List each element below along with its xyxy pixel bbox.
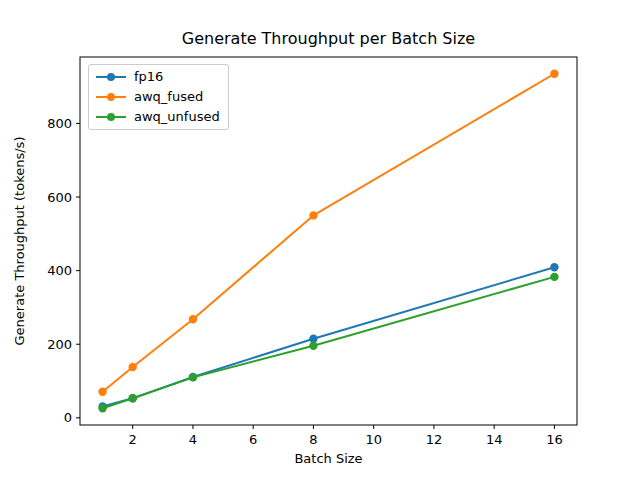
legend-marker-awq-unfused xyxy=(96,112,126,122)
data-point-awq_unfused xyxy=(550,273,558,281)
y-tick-label: 400 xyxy=(47,263,72,278)
data-point-awq_fused xyxy=(129,363,137,371)
legend-label-fp16: fp16 xyxy=(134,70,163,84)
legend-dot-sample xyxy=(107,113,115,121)
x-tick-label: 6 xyxy=(249,432,257,447)
chart-figure: Generate Throughput per Batch Size Gener… xyxy=(0,0,640,480)
data-point-awq_fused xyxy=(550,70,558,78)
legend-item-fp16: fp16 xyxy=(96,67,222,87)
x-tick-label: 10 xyxy=(365,432,382,447)
data-point-awq_fused xyxy=(98,387,106,395)
data-point-awq_fused xyxy=(189,315,197,323)
legend: fp16 awq_fused awq_unfused xyxy=(88,64,229,130)
data-point-awq_fused xyxy=(309,211,317,219)
legend-label-awq-unfused: awq_unfused xyxy=(134,110,220,124)
data-point-awq_unfused xyxy=(189,373,197,381)
x-tick-label: 4 xyxy=(189,432,197,447)
y-tick-label: 0 xyxy=(64,410,72,425)
data-point-awq_unfused xyxy=(129,394,137,402)
data-point-awq_unfused xyxy=(309,341,317,349)
y-tick-label: 600 xyxy=(47,190,72,205)
x-tick-label: 12 xyxy=(426,432,443,447)
x-tick-label: 14 xyxy=(486,432,503,447)
x-tick-label: 16 xyxy=(546,432,563,447)
y-tick-label: 200 xyxy=(47,337,72,352)
x-tick-label: 8 xyxy=(309,432,317,447)
series-line-awq_unfused xyxy=(103,277,555,408)
legend-item-awq-fused: awq_fused xyxy=(96,87,222,107)
legend-dot-sample xyxy=(107,73,115,81)
legend-marker-fp16 xyxy=(96,72,126,82)
legend-dot-sample xyxy=(107,93,115,101)
legend-marker-awq-fused xyxy=(96,92,126,102)
y-tick-label: 800 xyxy=(47,116,72,131)
legend-label-awq-fused: awq_fused xyxy=(134,90,203,104)
legend-item-awq-unfused: awq_unfused xyxy=(96,107,222,127)
x-tick-label: 2 xyxy=(129,432,137,447)
data-point-awq_unfused xyxy=(98,404,106,412)
data-point-fp16 xyxy=(550,263,558,271)
